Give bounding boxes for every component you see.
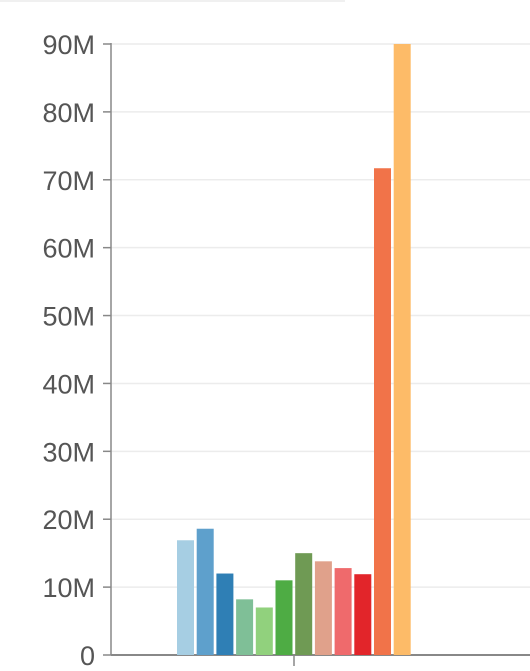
y-tick-label: 70M — [42, 166, 95, 196]
bar — [255, 607, 273, 655]
bar — [314, 561, 332, 655]
y-tick-labels: 0 10M 20M 30M 40M 50M 60M 70M 80M 90M — [42, 30, 95, 671]
y-tick-label: 30M — [42, 437, 95, 467]
y-tick-label: 80M — [42, 98, 95, 128]
y-tick-label: 90M — [42, 30, 95, 60]
y-tick-label: 60M — [42, 234, 95, 264]
bars — [177, 44, 411, 656]
grid-lines — [0, 0, 530, 588]
bar — [177, 540, 194, 655]
y-tick-label: 0 — [80, 641, 95, 671]
y-tick-label: 20M — [42, 505, 95, 535]
bar — [236, 599, 254, 655]
bar — [354, 574, 372, 655]
y-tick-label: 50M — [42, 302, 95, 332]
bar — [295, 553, 313, 655]
bar — [334, 568, 352, 655]
bar — [196, 528, 214, 655]
bar — [393, 44, 411, 655]
y-tick-label: 10M — [42, 573, 95, 603]
bar — [374, 168, 391, 656]
bar — [275, 580, 293, 655]
y-tick-label: 40M — [42, 369, 95, 399]
bar — [216, 573, 234, 655]
